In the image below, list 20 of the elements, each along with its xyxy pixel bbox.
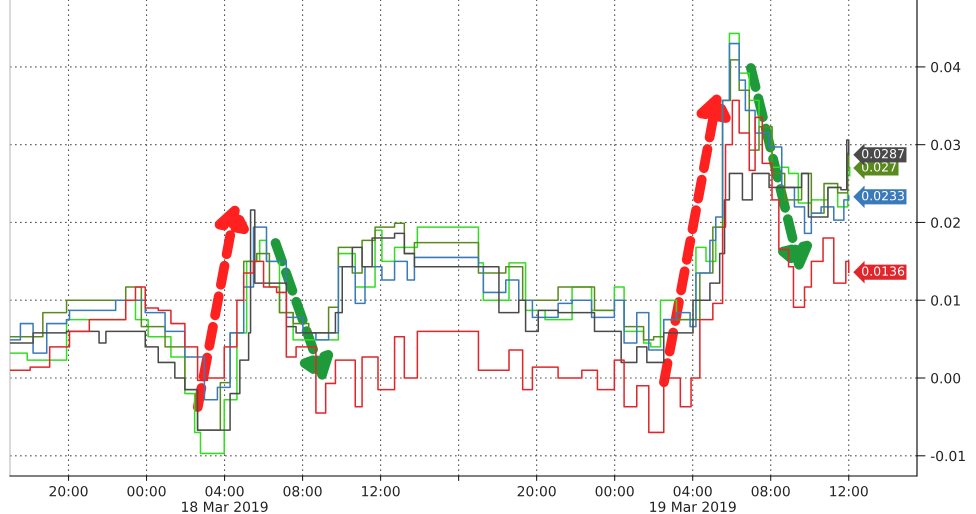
x-tick-label: 12:00: [362, 486, 400, 496]
data-label: 0.0136: [862, 266, 904, 276]
x-tick-label: 12:00: [830, 486, 868, 496]
x-tick-label: 08:00: [283, 486, 322, 496]
x-tick-label: 04:00 18 Mar 2019: [182, 486, 268, 512]
x-tick-label: 20:00: [518, 486, 556, 496]
x-tick-label: 08:00: [752, 486, 790, 496]
y-tick-label: -0.01: [930, 450, 965, 462]
y-tick-label: 0.03: [931, 140, 960, 150]
y-tick-label: 0.01: [931, 295, 960, 306]
x-tick-label: 00:00: [596, 486, 634, 496]
data-label: 0.0233: [862, 190, 904, 200]
x-tick-label: 04:00 19 Mar 2019: [650, 486, 736, 512]
y-tick-label: 0.04: [931, 62, 960, 72]
y-tick-label: 0.00: [931, 372, 960, 384]
x-tick-label: 20:00: [50, 486, 88, 496]
data-label: 0.0287: [862, 148, 904, 158]
data-label: 0.027: [862, 162, 896, 172]
x-tick-label: 00:00: [127, 486, 166, 496]
y-tick-label: 0.02: [931, 217, 960, 228]
